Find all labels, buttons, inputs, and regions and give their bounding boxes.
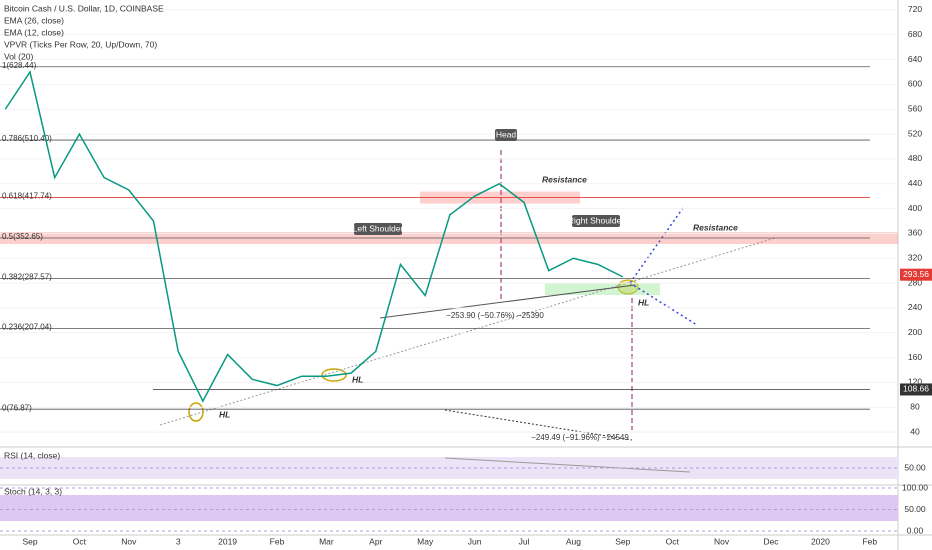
fib-label: 0.618(417.74) (2, 192, 52, 201)
annotation-box (354, 223, 402, 235)
y-tick-label: 560 (908, 104, 922, 114)
annotation: HL (352, 374, 363, 384)
y-tick-label: 120 (908, 377, 922, 387)
price-tag (900, 268, 932, 281)
y-tick-label: 720 (908, 4, 922, 14)
x-tick-label: May (417, 536, 434, 546)
indicator-label: EMA (12, close) (4, 27, 64, 37)
x-tick-label: Mar (319, 536, 334, 546)
annotation: −249.49 (−91.96%) −24549 (531, 433, 629, 442)
pane-tick-label: 50.00 (904, 504, 926, 514)
price-line (4, 70, 624, 403)
y-tick-label: 320 (908, 253, 922, 263)
y-tick-label: 480 (908, 153, 922, 163)
price-tag-label: 108.66 (903, 384, 929, 394)
annotation: Head (496, 129, 517, 139)
rsi-trend (444, 457, 691, 473)
x-tick-label: Jul (519, 536, 530, 546)
projection (629, 282, 698, 326)
price-tag-label: 293.56 (903, 269, 929, 279)
x-tick-label: 2020 (811, 536, 830, 546)
fib-label: 0.786(510.40) (2, 134, 52, 143)
x-tick-label: 3 (176, 536, 181, 546)
pane-tick-label: 100.00 (902, 482, 928, 492)
pane-label: RSI (14, close) (4, 450, 60, 460)
trendline (159, 237, 776, 426)
y-tick-label: 520 (908, 128, 922, 138)
x-tick-label: Aug (566, 536, 581, 546)
x-tick-label: Oct (73, 536, 87, 546)
fib-label: 0.236(207.04) (2, 323, 52, 332)
neckline (379, 284, 636, 319)
indicator-label: VPVR (Ticks Per Row, 20, Up/Down, 70) (4, 39, 157, 49)
projection (629, 207, 684, 284)
y-tick-label: 80 (910, 402, 920, 412)
annotation: Right Shoulder (568, 215, 624, 225)
fib-label: 0.382(287.57) (2, 273, 52, 282)
x-tick-label: Feb (862, 536, 877, 546)
stoch-band (0, 495, 898, 521)
x-tick-label: Dec (763, 536, 779, 546)
x-tick-label: Jun (468, 536, 482, 546)
price-tag (900, 383, 932, 396)
y-tick-label: 360 (908, 228, 922, 238)
x-tick-label: Nov (121, 536, 137, 546)
x-tick-label: Sep (615, 536, 630, 546)
annotation: HL (638, 297, 649, 307)
hl-marker (321, 368, 347, 382)
y-tick-label: 280 (908, 277, 922, 287)
y-tick-label: 440 (908, 178, 922, 188)
annotation: Resistance (542, 174, 587, 184)
y-tick-label: 400 (908, 203, 922, 213)
volume-trend (444, 409, 633, 441)
indicator-label: Vol (20) (4, 51, 33, 61)
annotation-box (572, 215, 620, 227)
y-tick-label: 40 (910, 426, 920, 436)
y-tick-label: 200 (908, 327, 922, 337)
annotation: HL (219, 409, 230, 419)
y-tick-label: 640 (908, 54, 922, 64)
y-tick-label: 600 (908, 79, 922, 89)
annotation: −253.90 (−50.76%) −25390 (446, 311, 544, 320)
annotation: Left Shoulder (353, 223, 404, 233)
pane-label: Stoch (14, 3, 3) (4, 486, 62, 496)
annotation: Resistance (693, 222, 738, 232)
y-tick-label: 240 (908, 302, 922, 312)
rsi-band (0, 457, 898, 479)
x-tick-label: Apr (369, 536, 382, 546)
pane-tick-label: 0.00 (907, 525, 924, 535)
fib-label: 0(76.87) (2, 403, 32, 412)
x-tick-label: Oct (666, 536, 680, 546)
x-tick-label: 2019 (218, 536, 237, 546)
y-tick-label: 160 (908, 352, 922, 362)
x-tick-label: Sep (22, 536, 37, 546)
chart-title: Bitcoin Cash / U.S. Dollar, 1D, COINBASE (4, 3, 164, 13)
x-tick-label: Nov (714, 536, 730, 546)
indicator-label: EMA (26, close) (4, 15, 64, 25)
annotation-box (495, 129, 517, 141)
pane-tick-label: 50.00 (904, 462, 926, 472)
y-tick-label: 680 (908, 29, 922, 39)
x-tick-label: Feb (270, 536, 285, 546)
fib-label: 0.5(352.65) (2, 232, 43, 241)
fib-label: 1(628.44) (2, 61, 37, 70)
